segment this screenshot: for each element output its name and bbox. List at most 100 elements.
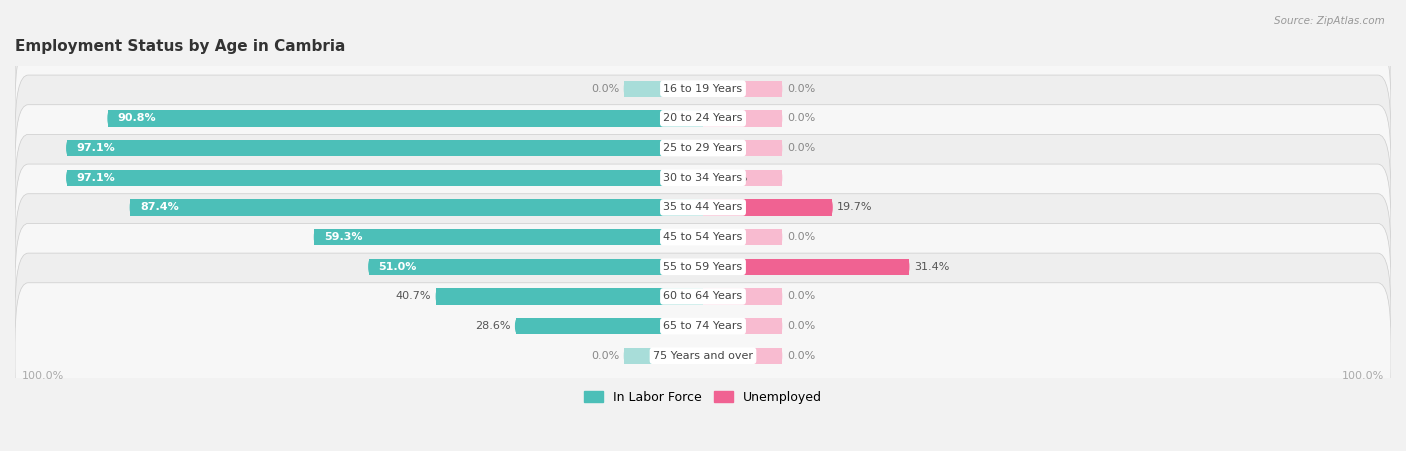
Circle shape <box>779 349 782 362</box>
Circle shape <box>703 201 706 214</box>
Bar <box>624 140 703 156</box>
Bar <box>703 348 782 364</box>
Circle shape <box>624 82 627 95</box>
Circle shape <box>779 171 782 184</box>
Text: 65 to 74 Years: 65 to 74 Years <box>664 321 742 331</box>
Bar <box>66 170 703 186</box>
Bar <box>703 258 782 275</box>
Circle shape <box>700 142 703 155</box>
Bar <box>66 140 703 156</box>
Bar <box>703 81 782 97</box>
Bar <box>624 170 703 186</box>
Bar <box>624 288 703 304</box>
Circle shape <box>700 230 703 244</box>
Circle shape <box>703 171 706 184</box>
Circle shape <box>66 171 70 184</box>
Bar <box>624 258 703 275</box>
Circle shape <box>624 290 627 303</box>
Circle shape <box>108 112 111 125</box>
Bar <box>436 288 703 304</box>
Circle shape <box>830 201 832 214</box>
FancyBboxPatch shape <box>15 46 1391 191</box>
Bar <box>703 288 782 304</box>
Circle shape <box>703 260 706 273</box>
Circle shape <box>700 290 703 303</box>
FancyBboxPatch shape <box>15 134 1391 281</box>
Text: 25 to 29 Years: 25 to 29 Years <box>664 143 742 153</box>
Text: 0.0%: 0.0% <box>787 321 815 331</box>
Text: 97.1%: 97.1% <box>76 143 115 153</box>
Text: 45 to 54 Years: 45 to 54 Years <box>664 232 742 242</box>
Circle shape <box>711 171 714 184</box>
Circle shape <box>700 112 703 125</box>
Circle shape <box>703 201 706 214</box>
Bar <box>624 199 703 216</box>
Bar <box>624 110 703 127</box>
Text: 100.0%: 100.0% <box>1343 371 1385 381</box>
Circle shape <box>779 290 782 303</box>
Circle shape <box>700 320 703 333</box>
Text: 0.0%: 0.0% <box>787 351 815 361</box>
Circle shape <box>516 320 519 333</box>
Circle shape <box>131 201 134 214</box>
Text: 0.0%: 0.0% <box>787 84 815 94</box>
Text: 0.0%: 0.0% <box>787 232 815 242</box>
Circle shape <box>779 320 782 333</box>
FancyBboxPatch shape <box>15 75 1391 221</box>
Text: 0.0%: 0.0% <box>787 291 815 301</box>
Circle shape <box>624 142 627 155</box>
Circle shape <box>624 201 627 214</box>
Text: 28.6%: 28.6% <box>475 321 510 331</box>
Circle shape <box>624 171 627 184</box>
Bar <box>624 81 703 97</box>
Circle shape <box>700 142 703 155</box>
Circle shape <box>703 82 706 95</box>
Bar <box>131 199 703 216</box>
Text: 31.4%: 31.4% <box>914 262 949 272</box>
Circle shape <box>700 201 703 214</box>
Bar <box>315 229 703 245</box>
Text: 30 to 34 Years: 30 to 34 Years <box>664 173 742 183</box>
Legend: In Labor Force, Unemployed: In Labor Force, Unemployed <box>579 386 827 409</box>
Bar <box>703 140 782 156</box>
Circle shape <box>779 82 782 95</box>
Text: 35 to 44 Years: 35 to 44 Years <box>664 202 742 212</box>
Text: 60 to 64 Years: 60 to 64 Years <box>664 291 742 301</box>
Text: 0.0%: 0.0% <box>787 113 815 124</box>
Bar <box>516 318 703 334</box>
Text: 20 to 24 Years: 20 to 24 Years <box>664 113 742 124</box>
Circle shape <box>624 349 627 362</box>
Circle shape <box>703 290 706 303</box>
Circle shape <box>624 320 627 333</box>
Circle shape <box>624 260 627 273</box>
Text: 16 to 19 Years: 16 to 19 Years <box>664 84 742 94</box>
Text: 0.0%: 0.0% <box>591 84 619 94</box>
Text: Source: ZipAtlas.com: Source: ZipAtlas.com <box>1274 16 1385 26</box>
Circle shape <box>624 112 627 125</box>
Circle shape <box>779 260 782 273</box>
Text: 1.8%: 1.8% <box>720 173 748 183</box>
Text: Employment Status by Age in Cambria: Employment Status by Age in Cambria <box>15 39 346 54</box>
FancyBboxPatch shape <box>15 194 1391 340</box>
Circle shape <box>700 260 703 273</box>
Circle shape <box>700 82 703 95</box>
Circle shape <box>779 112 782 125</box>
Circle shape <box>703 320 706 333</box>
Circle shape <box>700 201 703 214</box>
Circle shape <box>905 260 908 273</box>
Circle shape <box>700 260 703 273</box>
Text: 55 to 59 Years: 55 to 59 Years <box>664 262 742 272</box>
Circle shape <box>703 349 706 362</box>
Text: 75 Years and over: 75 Years and over <box>652 351 754 361</box>
Bar <box>624 318 703 334</box>
Circle shape <box>700 112 703 125</box>
Bar <box>624 229 703 245</box>
Circle shape <box>700 171 703 184</box>
FancyBboxPatch shape <box>15 16 1391 162</box>
FancyBboxPatch shape <box>15 253 1391 399</box>
Bar <box>703 199 832 216</box>
Bar <box>703 170 782 186</box>
Text: 40.7%: 40.7% <box>395 291 432 301</box>
Circle shape <box>779 201 782 214</box>
Circle shape <box>779 142 782 155</box>
